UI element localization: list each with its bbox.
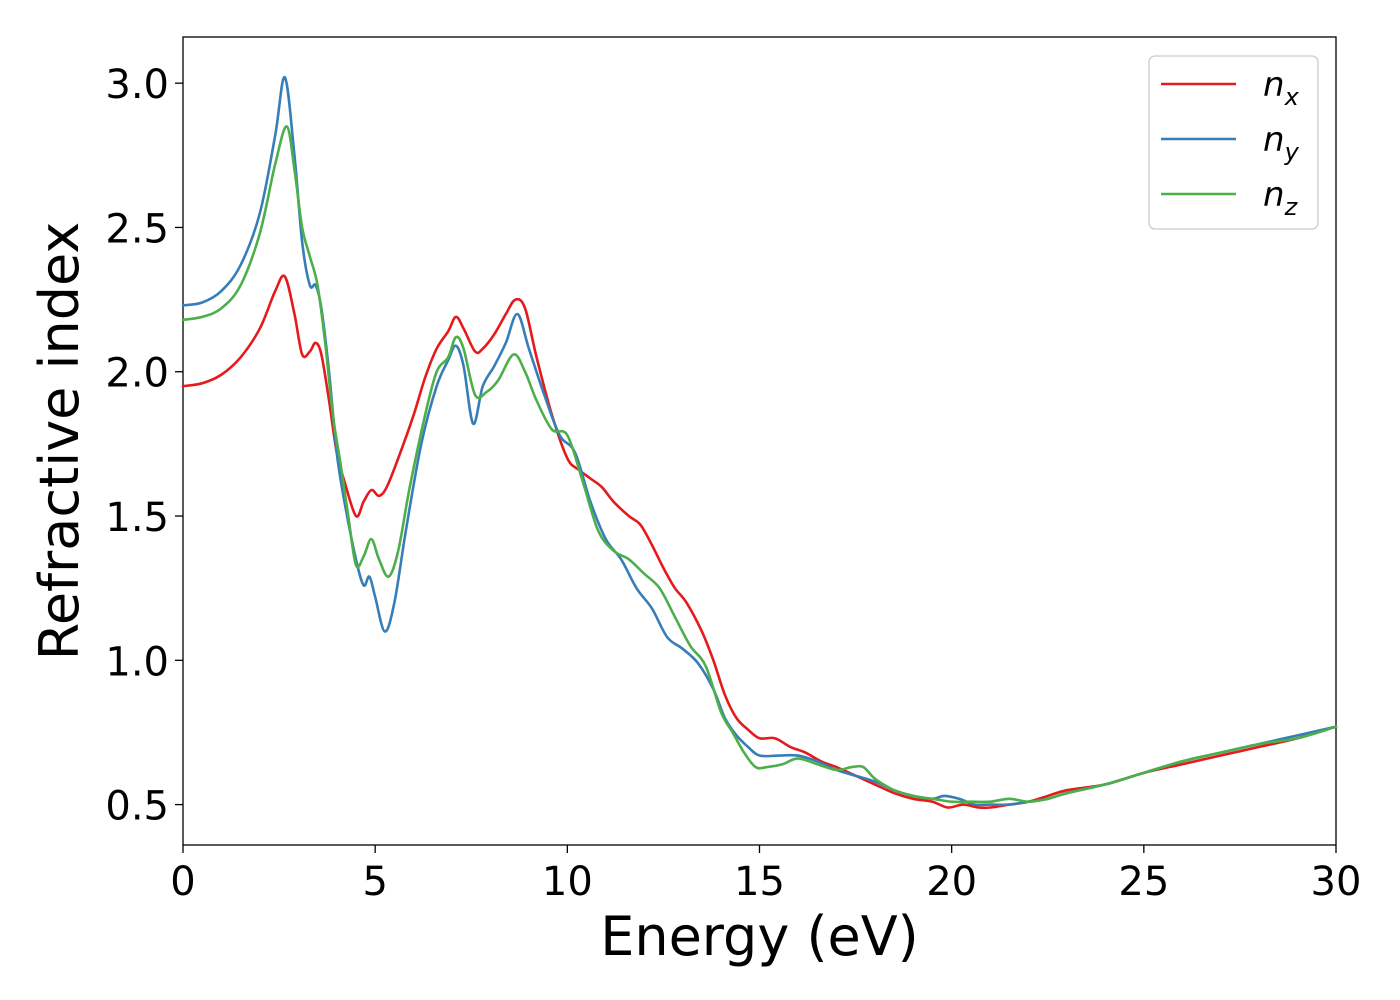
axes-layer: 0 5 10 15 20 25 30 0.5 1.0 1.5 2.0 2.5 3.0	[105, 62, 1361, 905]
legend-box	[1148, 55, 1319, 230]
y-tick-label: 0.5	[105, 784, 169, 830]
x-tick-label: 20	[926, 859, 977, 905]
legend-label-base: n	[1263, 175, 1285, 215]
legend-label-base: n	[1263, 120, 1285, 160]
legend-label-subscript: x	[1284, 83, 1300, 111]
series-line-z	[181, 125, 1338, 804]
y-tick-label: 1.5	[105, 495, 169, 541]
x-tick-label: 30	[1311, 859, 1362, 905]
plot-area-frame	[182, 36, 1337, 846]
x-axis-title: Energy (eV)	[600, 905, 919, 968]
y-tick-label: 2.5	[105, 206, 169, 252]
legend-label-z: nz	[1263, 175, 1299, 221]
y-tick-label: 1.0	[105, 639, 169, 685]
legend-label-subscript: y	[1284, 138, 1300, 166]
x-tick-label: 0	[170, 859, 195, 905]
y-tick-label: 2.0	[105, 351, 169, 397]
legend-label-x: nx	[1263, 65, 1300, 111]
x-tick-label: 25	[1118, 859, 1169, 905]
series-layer	[181, 76, 1338, 810]
x-tick-label: 5	[362, 859, 387, 905]
legend-label-base: n	[1263, 65, 1285, 105]
x-tick-label: 10	[542, 859, 593, 905]
x-tick-label: 15	[734, 859, 785, 905]
legend-label-y: ny	[1263, 120, 1300, 166]
legend-label-subscript: z	[1284, 193, 1299, 221]
y-tick-label: 3.0	[105, 62, 169, 108]
y-axis-title: Refractive index	[28, 222, 91, 661]
